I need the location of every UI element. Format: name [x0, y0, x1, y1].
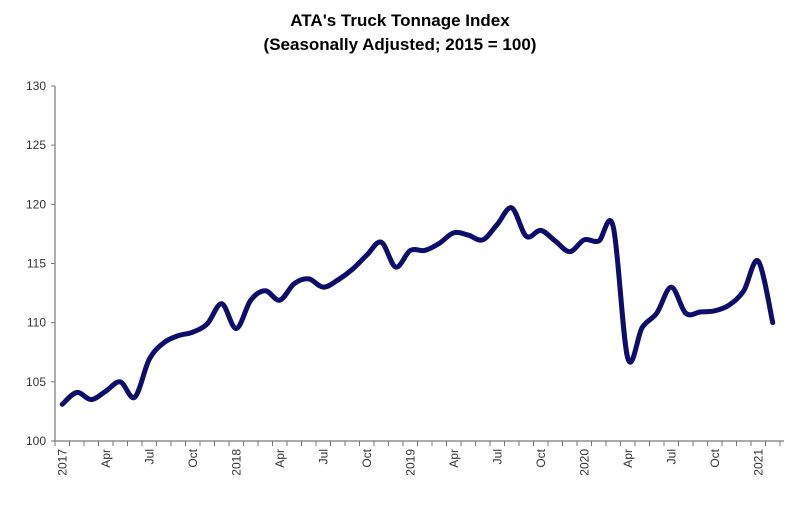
- data-point: [351, 268, 354, 271]
- data-point: [162, 341, 165, 344]
- x-tick-label: Oct: [186, 448, 200, 467]
- data-point: [75, 391, 78, 394]
- data-point: [365, 254, 368, 257]
- x-tick-label: Apr: [621, 449, 635, 468]
- x-tick-label: Oct: [708, 448, 722, 467]
- data-point: [481, 238, 484, 241]
- data-point: [583, 238, 586, 241]
- x-tick-label: Apr: [273, 449, 287, 468]
- x-tick-label: Jul: [664, 449, 678, 464]
- x-ticks: 2017 Apr Jul Oct 2018 Apr Jul Oct 2019 Apr Jul Oct 2…: [54, 441, 781, 476]
- y-tick-label: 120: [26, 197, 46, 211]
- data-point: [293, 282, 296, 285]
- series-line: [59, 205, 776, 407]
- data-point: [264, 289, 267, 292]
- data-point: [191, 331, 194, 334]
- data-point: [148, 358, 151, 361]
- data-point: [278, 299, 281, 302]
- data-point: [380, 241, 383, 244]
- data-point: [612, 225, 615, 228]
- y-tick-label: 100: [26, 434, 46, 448]
- data-point: [322, 286, 325, 289]
- data-point: [206, 322, 209, 325]
- data-point: [597, 240, 600, 243]
- y-tick-label: 130: [26, 79, 46, 93]
- data-point: [177, 334, 180, 337]
- x-tick-label: Apr: [99, 449, 113, 468]
- data-point: [525, 235, 528, 238]
- data-point: [307, 277, 310, 280]
- x-tick-label: Jul: [142, 449, 156, 464]
- data-point: [452, 231, 455, 234]
- data-point: [133, 396, 136, 399]
- x-tick-label: Oct: [360, 448, 374, 467]
- data-point: [539, 229, 542, 232]
- data-point: [409, 249, 412, 252]
- y-tick-label: 105: [26, 375, 46, 389]
- x-tick-label: 2018: [229, 449, 243, 476]
- data-point: [771, 321, 774, 324]
- y-tick-label: 115: [27, 257, 46, 271]
- data-point: [568, 250, 571, 253]
- x-tick-label: Jul: [316, 449, 330, 464]
- data-point: [626, 357, 629, 360]
- data-point: [423, 249, 426, 252]
- data-point: [438, 242, 441, 245]
- data-point: [336, 279, 339, 282]
- x-tick-label: 2020: [577, 449, 591, 476]
- data-point: [684, 312, 687, 315]
- data-point: [394, 266, 397, 269]
- data-point: [90, 398, 93, 401]
- x-tick-label: Jul: [490, 449, 504, 464]
- data-point: [713, 309, 716, 312]
- data-point: [235, 327, 238, 330]
- data-point: [670, 286, 673, 289]
- data-point: [249, 299, 252, 302]
- data-point: [467, 234, 470, 237]
- chart-title: ATA's Truck Tonnage Index: [290, 11, 510, 30]
- data-point: [554, 240, 557, 243]
- data-point: [655, 312, 658, 315]
- data-point: [641, 326, 644, 329]
- chart-subtitle: (Seasonally Adjusted; 2015 = 100): [264, 35, 537, 54]
- data-point: [496, 223, 499, 226]
- x-tick-label: 2017: [55, 449, 69, 476]
- data-point: [699, 311, 702, 314]
- data-point: [119, 380, 122, 383]
- data-point: [742, 289, 745, 292]
- data-point: [104, 390, 107, 393]
- x-tick-label: 2019: [403, 449, 417, 476]
- y-ticks: 100 105 110 115 120 125 130: [26, 79, 55, 448]
- data-point: [220, 302, 223, 305]
- y-tick-label: 110: [27, 316, 46, 330]
- data-point: [728, 303, 731, 306]
- y-tick-label: 125: [26, 138, 46, 152]
- x-tick-label: Apr: [447, 449, 461, 468]
- x-tick-label: Oct: [534, 448, 548, 467]
- data-point: [510, 206, 513, 209]
- data-point: [61, 403, 64, 406]
- data-point: [757, 260, 760, 263]
- data-points: [61, 206, 774, 406]
- x-tick-label: 2021: [751, 449, 765, 476]
